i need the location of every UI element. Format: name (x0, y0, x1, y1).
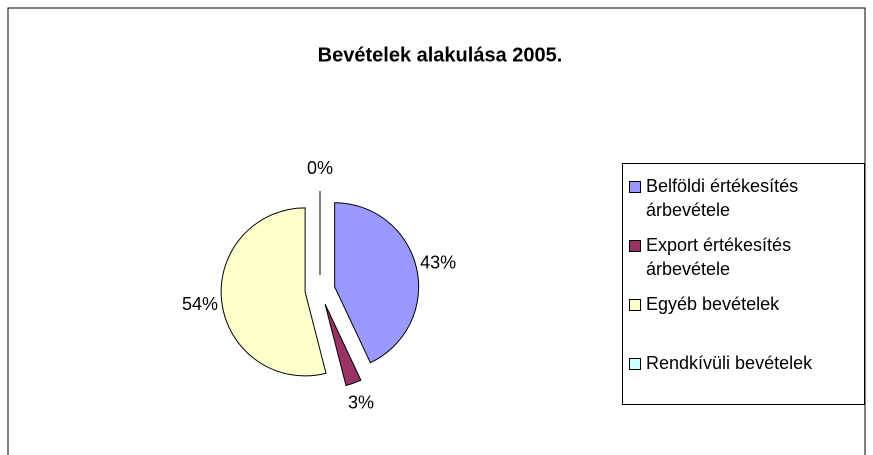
legend-swatch (629, 181, 641, 193)
legend-item: Export értékesítés árbevétele (629, 233, 859, 281)
legend-item: Egyéb bevételek (629, 292, 859, 316)
chart-border (7, 7, 866, 455)
pie-slice (324, 303, 362, 387)
chart-title: Bevételek alakulása 2005. (318, 44, 563, 66)
legend-swatch (629, 240, 641, 252)
data-label: 0% (307, 158, 333, 178)
legend: Belföldi értékesítés árbevétele Export ér… (622, 163, 865, 405)
data-label: 54% (182, 294, 218, 314)
legend-label: Egyéb bevételek (646, 294, 780, 314)
legend-item: Belföldi értékesítés árbevétele (629, 174, 859, 222)
data-label: 43% (420, 252, 456, 272)
pie-slice (334, 202, 420, 364)
legend-label: Belföldi értékesítés árbevétele (646, 176, 799, 220)
legend-label: Export értékesítés árbevétele (646, 235, 792, 279)
legend-label: Rendkívüli bevételek (646, 353, 813, 373)
legend-swatch (629, 299, 641, 311)
pie-slice (220, 207, 327, 377)
data-label: 3% (348, 393, 374, 413)
legend-item: Rendkívüli bevételek (629, 351, 859, 375)
legend-swatch (629, 358, 641, 370)
